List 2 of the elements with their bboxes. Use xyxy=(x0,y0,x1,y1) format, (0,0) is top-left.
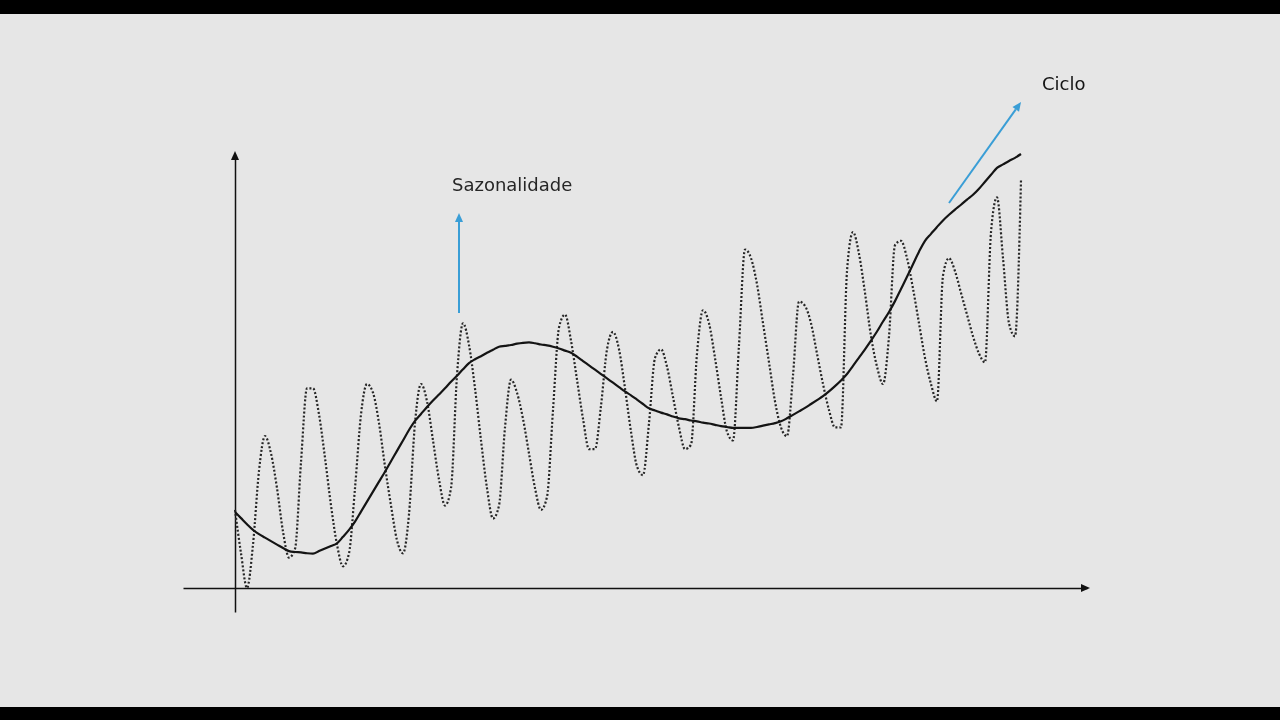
text: Sazonalidade xyxy=(452,174,573,195)
text: Ciclo xyxy=(1042,73,1086,94)
